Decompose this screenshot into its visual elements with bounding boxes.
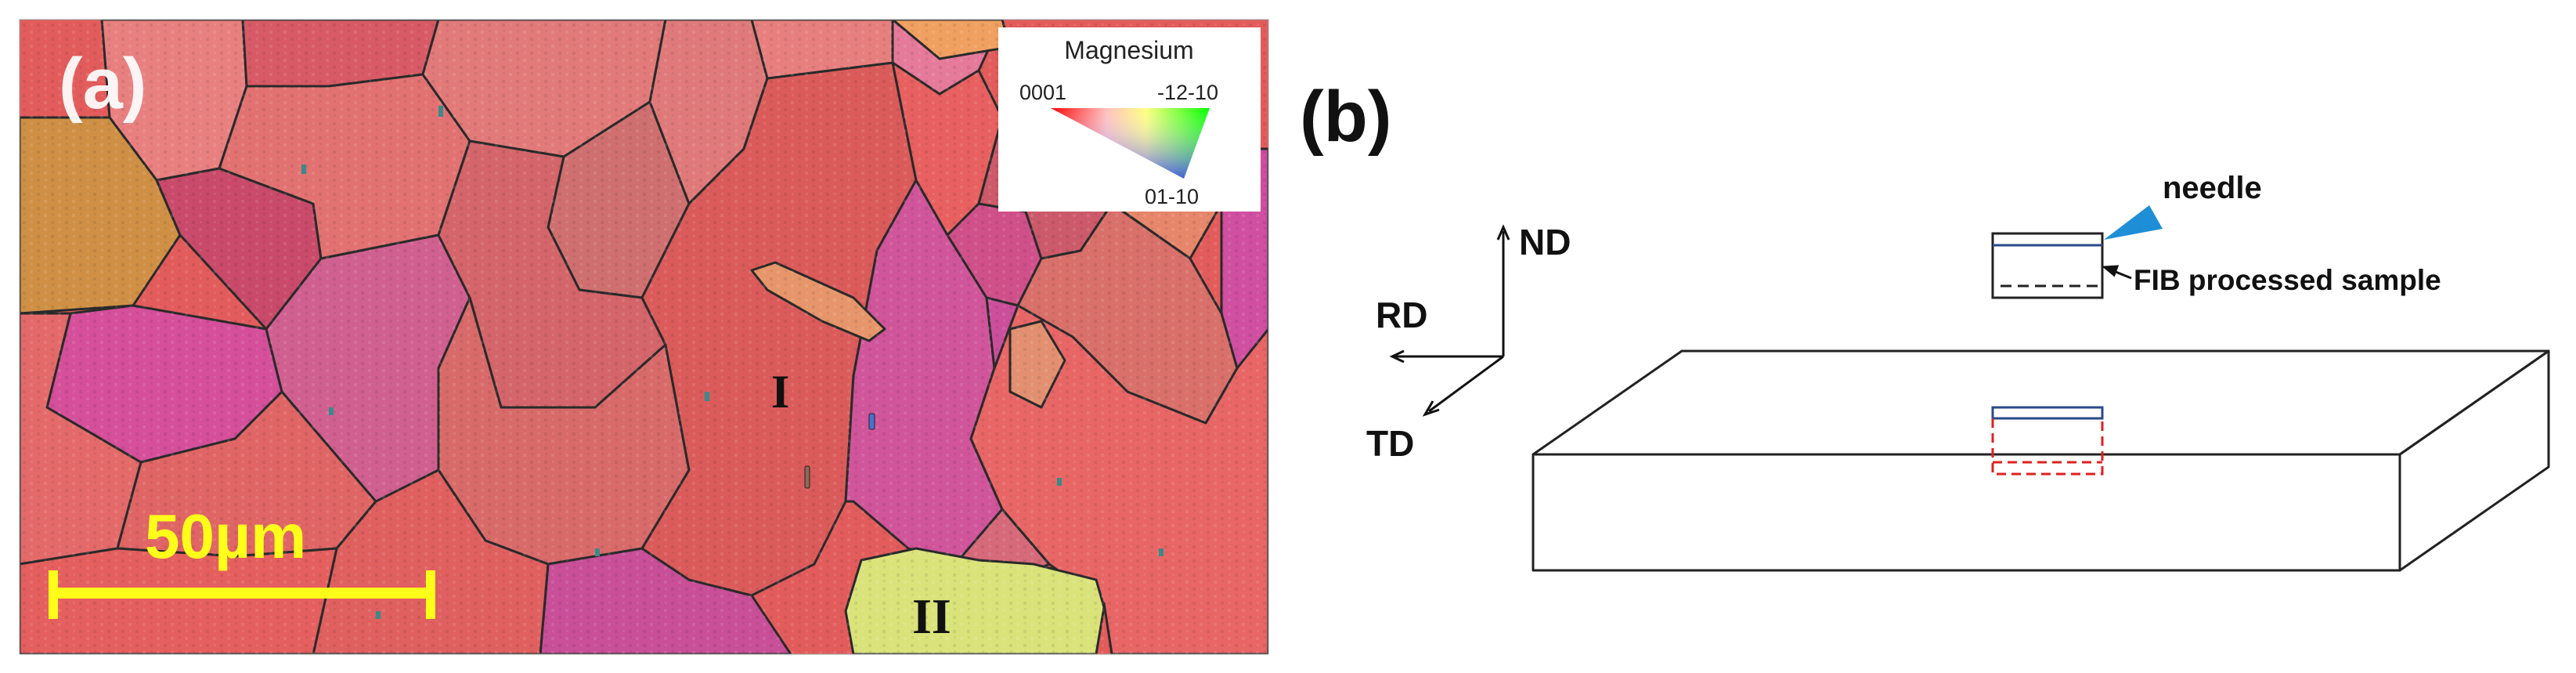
- panel-a-label: (a): [59, 44, 146, 124]
- plate-front-face: [1532, 453, 2401, 572]
- inclusion: [376, 611, 381, 619]
- ipf-triangle-blue-overlay: [1051, 108, 1210, 179]
- rd-label: RD: [1376, 295, 1427, 335]
- panel-b-label: (b): [1300, 77, 1391, 157]
- rd-arrowhead: [1389, 349, 1405, 364]
- nd-label: ND: [1519, 222, 1571, 262]
- ipf-legend: Magnesium 0001 -12-10 01-10: [998, 27, 1261, 212]
- grain-label-i: I: [771, 366, 789, 418]
- inclusions: [301, 106, 1164, 619]
- extraction-site-top: [1991, 406, 2104, 420]
- scale-bar-label: 50µm: [145, 501, 306, 571]
- sample-pointer-arrowhead: [2102, 265, 2120, 277]
- ipf-legend-corner-01-10: 01-10: [1145, 185, 1199, 208]
- plate-top-face: [1532, 349, 2550, 456]
- ipf-legend-corner-0001: 0001: [1019, 81, 1066, 104]
- td-axis: [1428, 355, 1504, 413]
- inclusion: [329, 407, 334, 415]
- inclusion: [1159, 548, 1164, 556]
- inclusion: [804, 465, 810, 489]
- inclusion: [438, 106, 443, 117]
- coordinate-axes: [1389, 224, 1510, 417]
- inclusion: [595, 548, 600, 556]
- grain-label-ii: II: [912, 588, 951, 644]
- td-arrowhead: [1422, 400, 1440, 417]
- td-label: TD: [1366, 423, 1414, 464]
- nd-arrowhead: [1496, 224, 1510, 241]
- map-frame: [19, 19, 1269, 655]
- inclusion: [1057, 478, 1062, 486]
- ipf-legend-title: Magnesium: [1064, 36, 1193, 64]
- scale-bar: 50µm: [49, 501, 435, 619]
- needle-label: needle: [2163, 171, 2262, 205]
- sample-pointer: [2102, 265, 2132, 280]
- needle-icon: [2104, 205, 2163, 240]
- lifted-sample-body: [1991, 232, 2104, 299]
- inclusion: [705, 392, 709, 401]
- lifted-sample: [1991, 205, 2163, 299]
- inclusion: [868, 413, 875, 430]
- ipf-legend-corner-12-10: -12-10: [1157, 81, 1218, 104]
- trench-outline: [1991, 418, 2104, 476]
- plate-side-face: [2398, 349, 2550, 572]
- inclusion: [301, 165, 306, 174]
- extraction-site: [1991, 406, 2104, 476]
- plate-block: [1532, 349, 2550, 572]
- sample-label: FIB processed sample: [2134, 264, 2441, 296]
